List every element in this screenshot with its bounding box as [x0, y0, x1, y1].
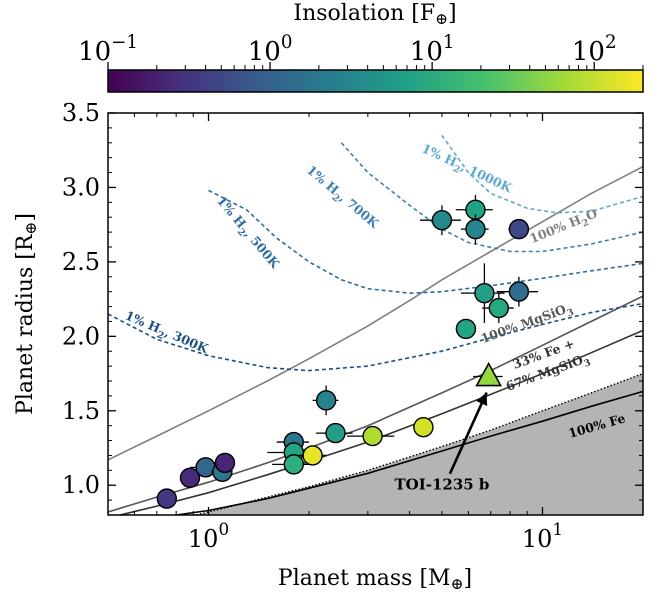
- planet-point: [302, 445, 323, 466]
- colorbar-tick-label: 101: [410, 32, 455, 67]
- plot-frame: [107, 112, 644, 516]
- y-tick-label: 2.0: [62, 322, 100, 350]
- excluded-region: [195, 373, 643, 515]
- planet-point: [325, 422, 346, 444]
- annotation-arrowhead: [476, 392, 488, 406]
- planet-point: [315, 390, 337, 411]
- y-axis-label: Planet radius [R⊕]: [13, 213, 40, 415]
- curve-label: 1% H2, 1000K: [418, 140, 516, 199]
- planet-point: [283, 454, 304, 475]
- curve-label: 100% H2O: [527, 205, 601, 249]
- planet-point: [179, 467, 201, 488]
- model-curve: [108, 302, 643, 372]
- planet-point: [465, 218, 486, 240]
- model-curve: [441, 134, 643, 214]
- model-curve: [176, 390, 643, 515]
- x-tick-label: 101: [522, 519, 563, 553]
- y-tick-label: 3.5: [62, 99, 100, 127]
- planet-point: [455, 318, 477, 340]
- colorbar-tick-label: 100: [248, 32, 293, 67]
- colorbar-tick-label: 10−1: [78, 32, 138, 67]
- y-tick-label: 1.5: [62, 397, 100, 425]
- planet-point: [156, 488, 178, 509]
- colorbar-tick-label: 102: [572, 32, 617, 67]
- colorbar: [107, 69, 644, 93]
- planet-point: [362, 425, 383, 447]
- planet-point: [413, 416, 434, 438]
- planet-point: [214, 452, 236, 474]
- planet-point: [488, 297, 510, 319]
- model-curve: [108, 165, 643, 461]
- planet-point: [195, 457, 216, 478]
- planet-point: [508, 281, 530, 302]
- y-tick-label: 3.0: [62, 173, 100, 201]
- highlight-point: [475, 361, 503, 387]
- y-tick-label: 2.5: [62, 248, 100, 276]
- planet-point: [508, 218, 530, 240]
- annotation-label: TOI-1235 b: [394, 476, 489, 494]
- x-axis-label: Planet mass [M⊕]: [278, 566, 472, 593]
- annotation-arrow: [448, 391, 488, 475]
- curve-label: 1% H2, 700K: [301, 162, 382, 234]
- colorbar-title: Insolation [F⊕]: [293, 1, 456, 28]
- model-curve: [340, 142, 643, 253]
- curve-label: 1% H2, 300K: [121, 308, 211, 361]
- y-tick-label: 1.0: [62, 471, 100, 499]
- x-tick-label: 100: [188, 519, 229, 553]
- model-curve: [208, 189, 643, 295]
- planet-point: [431, 209, 453, 231]
- planet-point: [474, 282, 495, 304]
